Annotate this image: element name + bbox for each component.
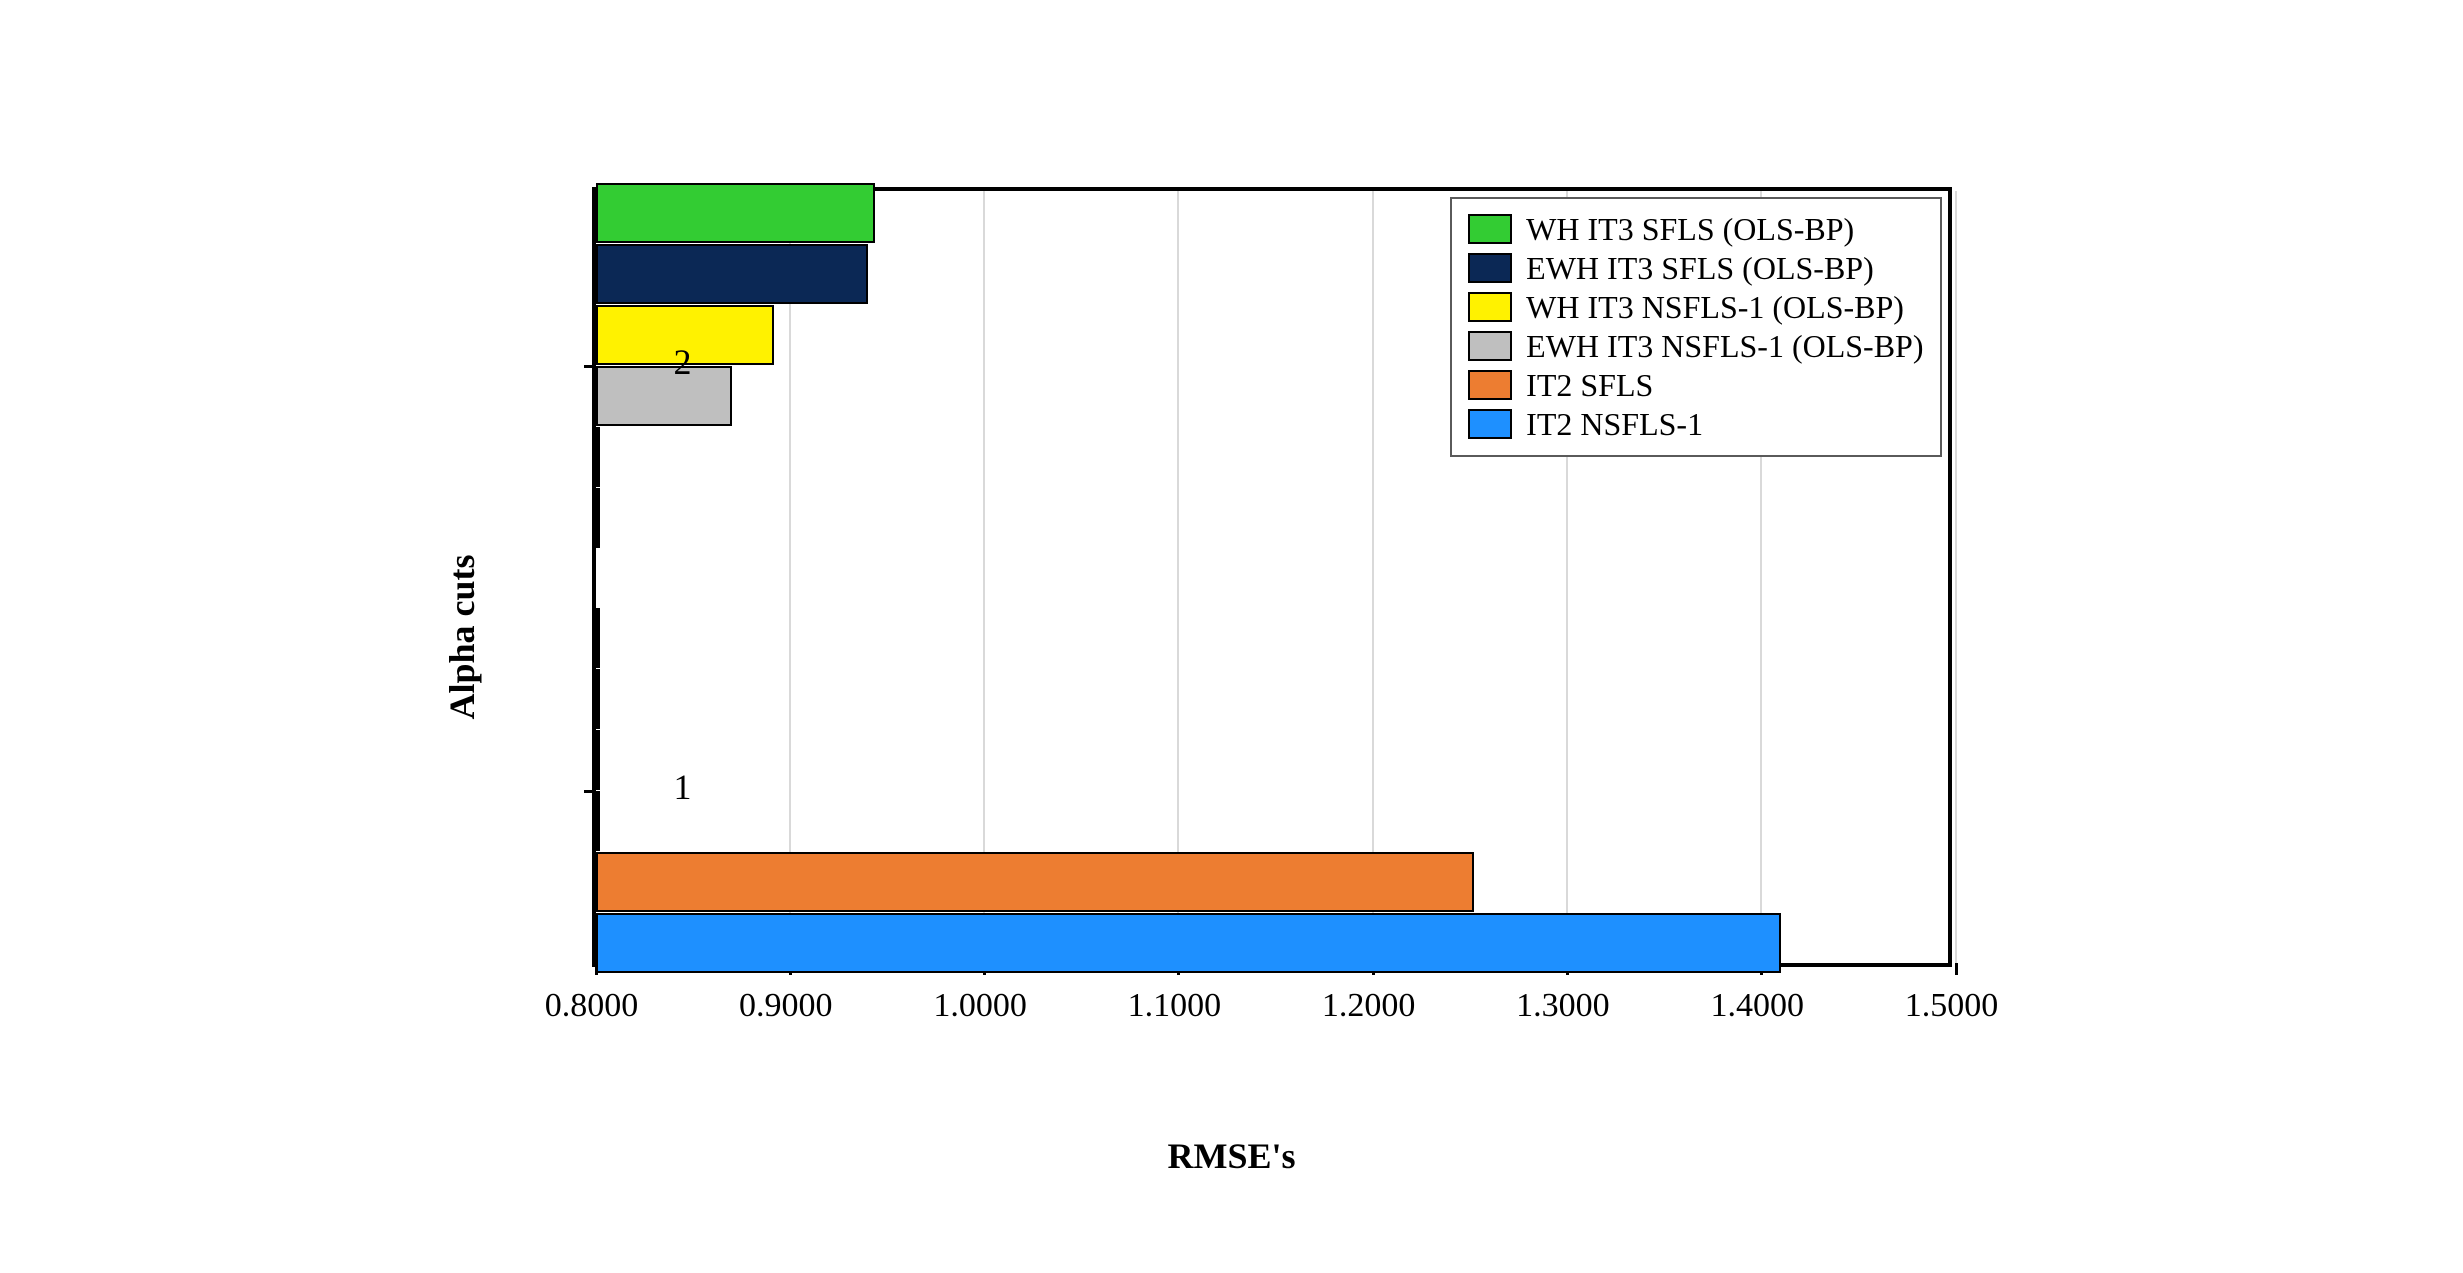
legend-swatch bbox=[1468, 253, 1512, 283]
bar bbox=[596, 852, 1474, 912]
x-tick-label: 1.2000 bbox=[1322, 987, 1416, 1025]
gridline bbox=[1372, 191, 1374, 963]
legend-item: WH IT3 NSFLS-1 (OLS-BP) bbox=[1468, 289, 1923, 326]
x-tick-label: 1.5000 bbox=[1905, 987, 1999, 1025]
gridline bbox=[983, 191, 985, 963]
gridline bbox=[789, 191, 791, 963]
legend-label: EWH IT3 SFLS (OLS-BP) bbox=[1526, 250, 1874, 287]
gridline bbox=[1177, 191, 1179, 963]
x-tick-label: 1.0000 bbox=[933, 987, 1027, 1025]
y-tick-label: 2 bbox=[674, 341, 692, 383]
legend-label: WH IT3 NSFLS-1 (OLS-BP) bbox=[1526, 289, 1904, 326]
legend-swatch bbox=[1468, 292, 1512, 322]
legend-swatch bbox=[1468, 370, 1512, 400]
x-tick-label: 1.1000 bbox=[1128, 987, 1222, 1025]
chart-container: Alpha cuts RMSE's WH IT3 SFLS (OLS-BP)EW… bbox=[492, 187, 1972, 1087]
legend-label: IT2 NSFLS-1 bbox=[1526, 406, 1703, 443]
x-tick-label: 0.8000 bbox=[545, 987, 639, 1025]
y-axis-label: Alpha cuts bbox=[441, 554, 483, 719]
x-tick-label: 1.3000 bbox=[1516, 987, 1610, 1025]
bar bbox=[596, 244, 868, 304]
bar bbox=[596, 366, 732, 426]
bar bbox=[596, 730, 600, 790]
bar bbox=[596, 913, 1781, 973]
bar bbox=[596, 488, 600, 548]
legend: WH IT3 SFLS (OLS-BP)EWH IT3 SFLS (OLS-BP… bbox=[1450, 197, 1941, 457]
legend-label: EWH IT3 NSFLS-1 (OLS-BP) bbox=[1526, 328, 1923, 365]
gridline bbox=[1955, 191, 1957, 963]
bar bbox=[596, 427, 600, 487]
y-tick-mark bbox=[584, 790, 596, 793]
legend-item: EWH IT3 NSFLS-1 (OLS-BP) bbox=[1468, 328, 1923, 365]
y-tick-mark bbox=[584, 365, 596, 368]
x-tick-label: 1.4000 bbox=[1710, 987, 1804, 1025]
x-tick-label: 0.9000 bbox=[739, 987, 833, 1025]
bar bbox=[596, 608, 600, 668]
legend-item: EWH IT3 SFLS (OLS-BP) bbox=[1468, 250, 1923, 287]
bar bbox=[596, 791, 600, 851]
plot-area: WH IT3 SFLS (OLS-BP)EWH IT3 SFLS (OLS-BP… bbox=[592, 187, 1952, 967]
x-axis-label: RMSE's bbox=[1167, 1135, 1295, 1177]
legend-label: IT2 SFLS bbox=[1526, 367, 1653, 404]
legend-item: IT2 SFLS bbox=[1468, 367, 1923, 404]
legend-swatch bbox=[1468, 214, 1512, 244]
bar bbox=[596, 669, 600, 729]
x-tick-mark bbox=[1955, 963, 1958, 975]
legend-swatch bbox=[1468, 331, 1512, 361]
bar bbox=[596, 183, 876, 243]
legend-label: WH IT3 SFLS (OLS-BP) bbox=[1526, 211, 1854, 248]
legend-item: IT2 NSFLS-1 bbox=[1468, 406, 1923, 443]
legend-item: WH IT3 SFLS (OLS-BP) bbox=[1468, 211, 1923, 248]
legend-swatch bbox=[1468, 409, 1512, 439]
y-tick-label: 1 bbox=[674, 766, 692, 808]
